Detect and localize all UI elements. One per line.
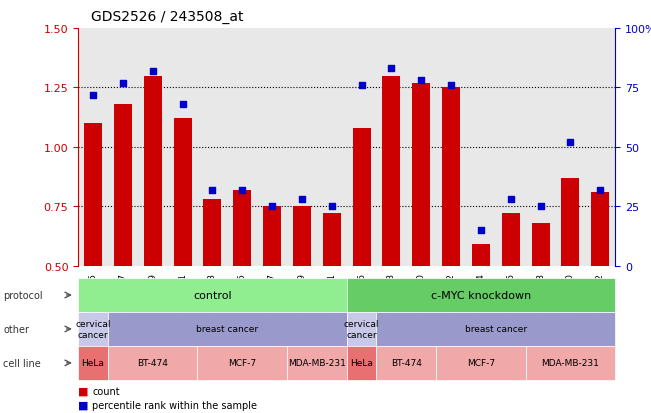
Text: cervical
cancer: cervical cancer <box>344 320 380 339</box>
Text: count: count <box>92 386 120 396</box>
Text: cervical
cancer: cervical cancer <box>76 320 111 339</box>
Point <box>327 204 337 210</box>
Point <box>267 204 277 210</box>
Bar <box>293 207 311 385</box>
Text: other: other <box>3 324 29 334</box>
Point <box>177 102 187 108</box>
Bar <box>203 199 221 385</box>
Text: MDA-MB-231: MDA-MB-231 <box>542 358 600 368</box>
Text: breast cancer: breast cancer <box>196 325 258 334</box>
Text: BT-474: BT-474 <box>391 358 422 368</box>
Point <box>535 204 546 210</box>
Point <box>356 83 367 89</box>
Text: breast cancer: breast cancer <box>465 325 527 334</box>
Bar <box>174 119 191 385</box>
Point <box>237 187 247 193</box>
Text: ■: ■ <box>78 386 89 396</box>
Text: GDS2526 / 243508_at: GDS2526 / 243508_at <box>91 10 243 24</box>
Point <box>565 140 575 146</box>
Bar <box>472 244 490 385</box>
Point <box>297 196 307 203</box>
Point <box>595 187 605 193</box>
Bar <box>532 223 549 385</box>
Bar <box>353 128 370 385</box>
Text: cell line: cell line <box>3 358 41 368</box>
Text: MDA-MB-231: MDA-MB-231 <box>288 358 346 368</box>
Point <box>446 83 456 89</box>
Bar <box>382 76 400 385</box>
Point <box>506 196 516 203</box>
Bar <box>84 124 102 385</box>
Text: protocol: protocol <box>3 290 43 300</box>
Point <box>148 68 158 75</box>
Point <box>118 80 128 87</box>
Point <box>476 227 486 234</box>
Text: control: control <box>193 290 232 300</box>
Bar <box>323 214 340 385</box>
Text: ■: ■ <box>78 400 89 410</box>
Bar <box>442 88 460 385</box>
Text: c-MYC knockdown: c-MYC knockdown <box>431 290 531 300</box>
Text: MCF-7: MCF-7 <box>467 358 495 368</box>
Bar <box>412 83 430 385</box>
Bar <box>502 214 519 385</box>
Point <box>386 66 396 73</box>
Text: percentile rank within the sample: percentile rank within the sample <box>92 400 257 410</box>
Text: HeLa: HeLa <box>350 358 373 368</box>
Point <box>88 92 98 99</box>
Point <box>416 78 426 84</box>
Text: MCF-7: MCF-7 <box>228 358 256 368</box>
Text: BT-474: BT-474 <box>137 358 168 368</box>
Bar <box>591 192 609 385</box>
Text: HeLa: HeLa <box>81 358 104 368</box>
Bar <box>561 178 579 385</box>
Bar <box>233 190 251 385</box>
Bar <box>263 207 281 385</box>
Bar <box>144 76 161 385</box>
Bar <box>114 105 132 385</box>
Point <box>207 187 217 193</box>
